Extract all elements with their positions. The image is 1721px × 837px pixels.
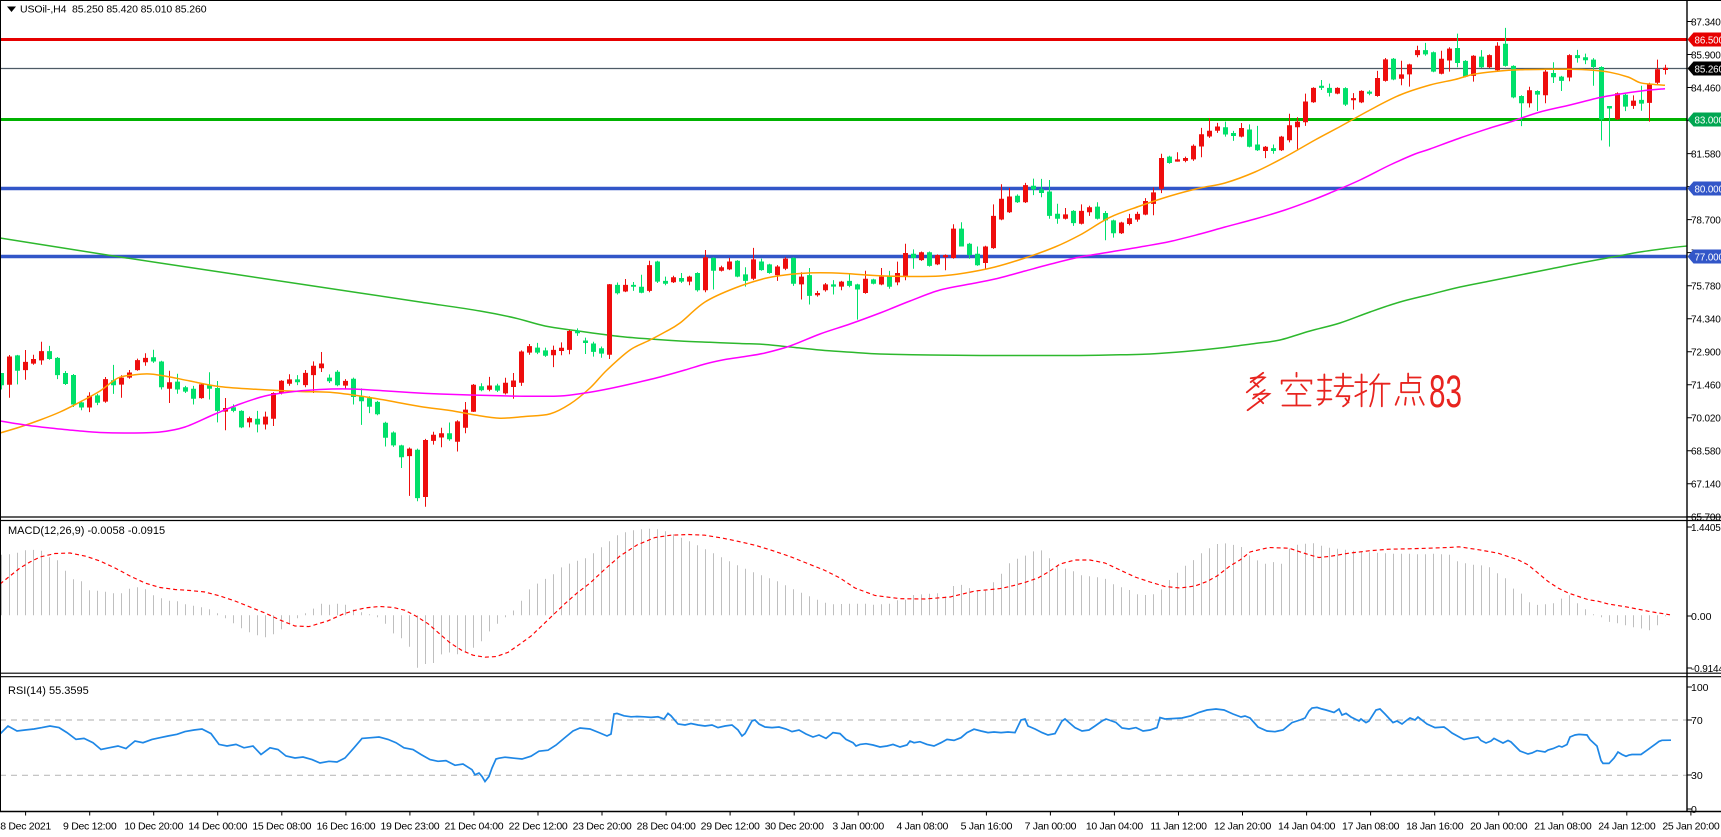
svg-text:5 Jan 16:00: 5 Jan 16:00 [961,821,1013,833]
svg-text:21 Jan 08:00: 21 Jan 08:00 [1534,821,1592,833]
svg-text:85.260: 85.260 [1695,65,1721,76]
svg-text:11 Jan 12:00: 11 Jan 12:00 [1150,821,1207,833]
svg-text:71.460: 71.460 [1691,381,1721,392]
svg-text:81.580: 81.580 [1691,149,1721,160]
svg-text:22 Dec 12:00: 22 Dec 12:00 [509,821,568,833]
svg-text:70.020: 70.020 [1691,414,1721,425]
svg-text:-0.9144: -0.9144 [1691,664,1721,675]
svg-text:14 Dec 00:00: 14 Dec 00:00 [188,821,247,833]
svg-text:4 Jan 08:00: 4 Jan 08:00 [897,821,949,833]
svg-text:9 Dec 12:00: 9 Dec 12:00 [63,821,117,833]
svg-text:68.580: 68.580 [1691,447,1721,458]
svg-text:23 Dec 20:00: 23 Dec 20:00 [573,821,632,833]
svg-text:86.500: 86.500 [1695,36,1721,47]
svg-text:USOil-,H4 85.250 85.420 85.01: USOil-,H4 85.250 85.420 85.010 85.260 [20,4,207,16]
svg-text:77.000: 77.000 [1695,253,1721,264]
svg-text:0.00: 0.00 [1691,611,1712,623]
svg-text:17 Jan 08:00: 17 Jan 08:00 [1342,821,1400,833]
svg-text:0: 0 [1691,804,1697,816]
svg-text:100: 100 [1691,682,1709,694]
svg-text:20 Jan 00:00: 20 Jan 00:00 [1470,821,1528,833]
svg-text:29 Dec 12:00: 29 Dec 12:00 [701,821,760,833]
svg-text:65.700: 65.700 [1691,513,1721,524]
svg-text:25 Jan 20:00: 25 Jan 20:00 [1662,821,1720,833]
svg-text:85.900: 85.900 [1691,50,1721,61]
svg-text:67.140: 67.140 [1691,480,1721,491]
svg-text:84.460: 84.460 [1691,83,1721,94]
svg-text:12 Jan 20:00: 12 Jan 20:00 [1214,821,1272,833]
svg-text:15 Dec 08:00: 15 Dec 08:00 [252,821,311,833]
svg-text:1.4405: 1.4405 [1691,523,1721,534]
svg-text:87.340: 87.340 [1691,17,1721,28]
svg-text:28 Dec 04:00: 28 Dec 04:00 [637,821,696,833]
svg-text:80.000: 80.000 [1695,185,1721,196]
svg-text:70: 70 [1691,715,1703,727]
svg-text:MACD(12,26,9) -0.0058 -0.0915: MACD(12,26,9) -0.0058 -0.0915 [8,525,165,537]
svg-text:14 Jan 04:00: 14 Jan 04:00 [1278,821,1336,833]
svg-text:72.900: 72.900 [1691,348,1721,359]
svg-text:78.700: 78.700 [1691,215,1721,226]
svg-text:83.000: 83.000 [1695,116,1721,127]
svg-text:18 Jan 16:00: 18 Jan 16:00 [1406,821,1464,833]
svg-text:24 Jan 12:00: 24 Jan 12:00 [1598,821,1656,833]
svg-text:10 Jan 04:00: 10 Jan 04:00 [1086,821,1144,833]
svg-text:21 Dec 04:00: 21 Dec 04:00 [444,821,503,833]
svg-text:30: 30 [1691,770,1703,782]
svg-text:83: 83 [1429,366,1462,417]
svg-text:RSI(14) 55.3595: RSI(14) 55.3595 [8,685,89,697]
svg-text:75.780: 75.780 [1691,282,1721,293]
svg-text:19 Dec 23:00: 19 Dec 23:00 [380,821,439,833]
svg-text:74.340: 74.340 [1691,315,1721,326]
svg-text:16 Dec 16:00: 16 Dec 16:00 [316,821,375,833]
svg-text:8 Dec 2021: 8 Dec 2021 [0,821,51,833]
svg-text:7 Jan 00:00: 7 Jan 00:00 [1025,821,1077,833]
svg-text:10 Dec 20:00: 10 Dec 20:00 [124,821,183,833]
svg-text:3 Jan 00:00: 3 Jan 00:00 [832,821,884,833]
svg-text:30 Dec 20:00: 30 Dec 20:00 [765,821,824,833]
